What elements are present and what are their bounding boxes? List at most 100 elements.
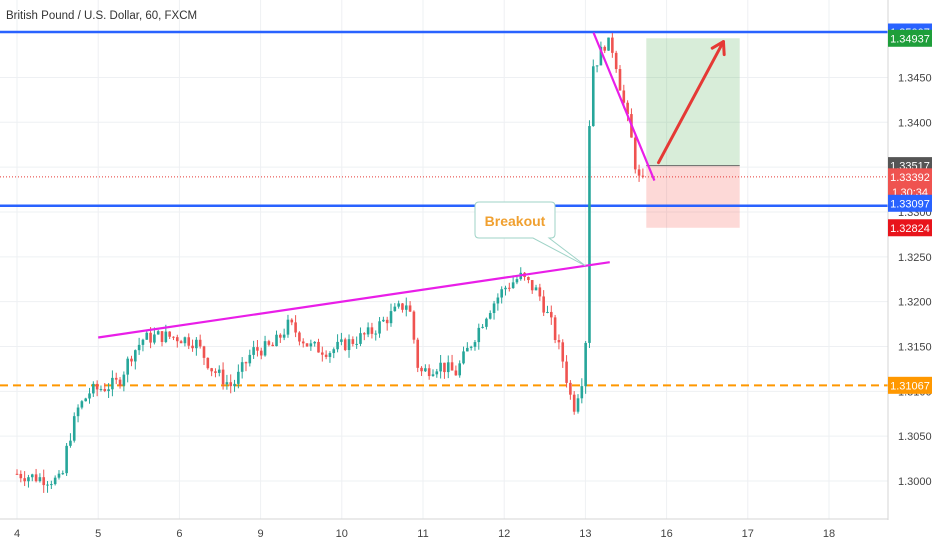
candle-body [313,341,316,344]
candle-body [95,383,99,390]
candle-body [355,343,358,345]
candle-body [305,343,309,347]
candle-body [271,344,274,347]
candle-body [393,306,397,312]
date-tick-label: 5 [95,528,101,540]
candle-body [504,287,507,290]
trendlines[interactable] [98,32,656,339]
candle-body [19,473,23,479]
position-box[interactable] [646,38,740,228]
date-tick-label: 18 [823,528,835,540]
candle-body [530,280,534,291]
date-tick-label: 6 [176,528,182,540]
candle-body [637,169,641,176]
candle-body [221,369,225,385]
arrow-shaft [656,40,725,165]
price-tag-5 [888,194,932,212]
candle-body [584,342,587,387]
candle-body [217,369,221,373]
candle-body [309,343,313,347]
candle-body [553,317,557,341]
candle-body [111,377,114,390]
candle-body [202,346,206,358]
profit-zone[interactable] [646,38,740,166]
candle-body [359,333,362,344]
candle-body [332,349,336,354]
price-tag-label: 1.34937 [890,33,930,45]
date-tick-label: 17 [742,528,754,540]
candle-body [572,394,576,412]
candle-body [439,362,442,372]
breakout-callout[interactable]: Breakout [474,201,586,267]
callout-bubble[interactable] [474,201,586,267]
time-axis[interactable]: 4 5 6 9 10 11 12 13 16 17 18 [14,528,835,540]
loss-zone[interactable] [646,165,740,228]
candle-body [259,350,263,356]
candle-body [248,354,252,364]
candle-body [633,137,637,170]
candle-body [370,327,374,334]
candle-body [80,401,84,408]
candle-body [416,339,420,368]
candle-body [84,398,87,402]
trendline-0[interactable] [98,261,610,339]
price-tag-label: 1.33392 [890,172,930,184]
candle-body [427,368,431,377]
candle-body [290,319,294,323]
candle-body [198,339,202,347]
candle-body [420,367,423,372]
candle-body [443,362,446,373]
price-tag-label: 1.31067 [890,380,930,392]
candle-body [607,37,610,51]
price-tag-label: 1.33097 [890,198,930,210]
direction-arrow[interactable] [656,40,726,165]
price-tags: 1.350071.349371.335171.33392130:341.3309… [888,23,932,394]
candle-body [175,337,179,342]
candle-body [145,332,149,340]
price-tag-label: 1 [892,187,898,199]
candle-body [42,477,46,486]
price-tag-1 [888,29,932,47]
candle-body [404,305,408,310]
candle-body [237,371,240,384]
candle-body [130,358,133,362]
price-tag-6 [888,219,932,237]
candle-body [385,319,389,324]
candle-body [263,341,267,356]
candle-body [172,336,175,338]
price-tick-label: 1.34000 [898,117,932,129]
candle-body [244,362,248,364]
candle-body [183,337,187,344]
candle-body [210,368,213,372]
price-tick-label: 1.30000 [898,476,932,488]
candle-body [401,303,404,310]
candle-body [366,327,370,335]
candle-body [431,374,435,377]
candle-body [378,321,381,334]
candle-body [195,339,198,349]
candle-body [435,371,439,375]
date-tick-label: 4 [14,528,20,540]
candle-body [328,353,332,357]
candle-body [229,382,233,387]
candle-body [462,351,465,364]
candle-body [500,289,503,298]
candle-body [340,339,343,342]
trendline-1[interactable] [592,32,656,182]
candle-body [160,331,164,342]
candle-body [527,277,530,281]
horizontal-levels[interactable] [0,30,888,387]
candle-body [103,389,107,392]
candle-body [466,347,469,352]
date-tick-label: 12 [498,528,510,540]
candle-body [321,352,324,355]
candle-body [191,345,194,349]
candle-body [492,303,496,314]
price-tag-3 [888,168,932,186]
candle-body [362,333,366,335]
candle-body [374,333,378,335]
candle-body [565,361,568,383]
date-tick-label: 13 [579,528,591,540]
candle-body [546,311,549,313]
